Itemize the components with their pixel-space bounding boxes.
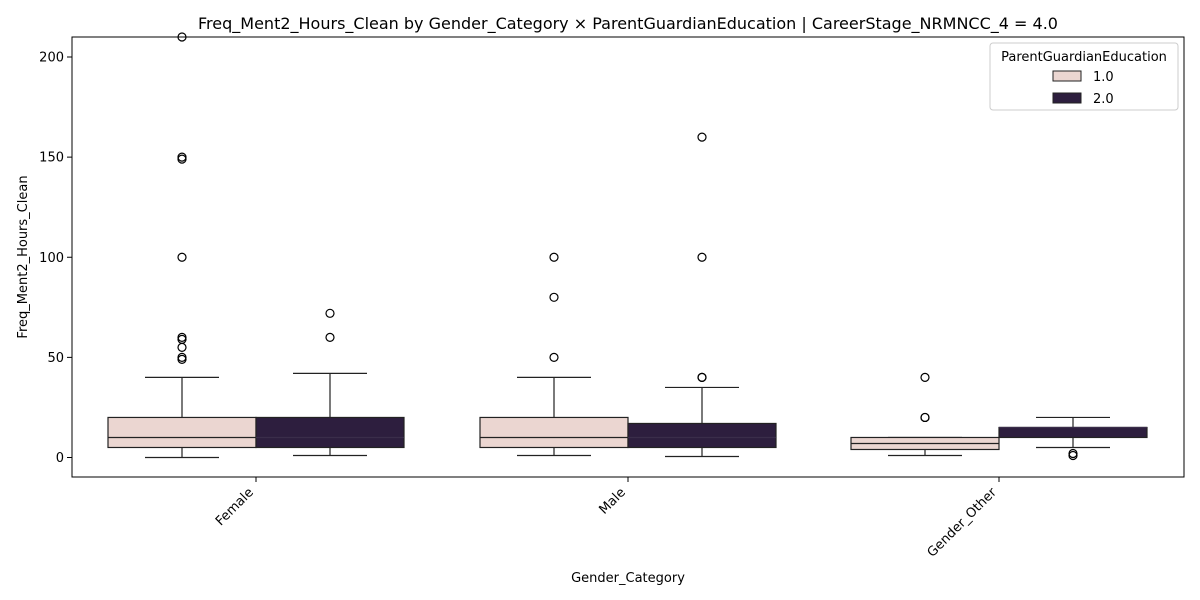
legend-swatch	[1052, 70, 1082, 82]
outlier-point	[177, 354, 187, 364]
outlier-point	[697, 132, 707, 142]
y-tick-label: 200	[39, 51, 64, 66]
legend: ParentGuardianEducation 1.0 2.0	[989, 42, 1179, 111]
outlier-point	[549, 252, 559, 262]
box-iqr	[627, 422, 777, 449]
y-tick-label: 150	[39, 151, 64, 166]
legend-title: ParentGuardianEducation	[1001, 50, 1167, 65]
outlier-point	[697, 252, 707, 262]
box-iqr	[107, 416, 257, 449]
x-axis: Female Male Gender_Other	[213, 477, 1000, 560]
x-axis-label: Gender_Category	[571, 571, 685, 586]
y-tick-label: 0	[56, 451, 64, 466]
legend-swatch	[1052, 92, 1082, 104]
box-iqr	[479, 416, 629, 449]
box-plots	[107, 32, 1148, 461]
legend-entry-label: 1.0	[1093, 70, 1114, 85]
outlier-point	[920, 372, 930, 382]
y-tick-label: 50	[47, 351, 64, 366]
box-plot	[998, 416, 1148, 461]
x-tick-label: Female	[213, 485, 257, 529]
outlier-point	[325, 308, 335, 318]
chart-title: Freq_Ment2_Hours_Clean by Gender_Categor…	[198, 14, 1058, 34]
y-axis: 0 50 100 150 200	[39, 51, 72, 466]
outlier-point	[697, 372, 707, 382]
outlier-point	[920, 412, 930, 423]
outlier-point	[177, 252, 187, 262]
legend-entry-label: 2.0	[1093, 92, 1114, 107]
x-tick-label: Gender_Other	[925, 485, 1001, 561]
outlier-point	[177, 154, 187, 164]
box-plot	[255, 308, 405, 457]
outlier-point	[325, 332, 335, 342]
y-axis-label: Freq_Ment2_Hours_Clean	[16, 175, 31, 338]
outlier-point	[1068, 450, 1078, 461]
outlier-point	[177, 342, 187, 352]
x-tick-label: Male	[596, 485, 628, 517]
legend-frame	[989, 42, 1179, 111]
outlier-point	[549, 292, 559, 302]
box-plot	[107, 32, 257, 459]
box-plot	[627, 132, 777, 458]
box-plot	[479, 252, 629, 457]
y-tick-label: 100	[39, 251, 64, 266]
box-iqr	[998, 426, 1148, 439]
outlier-point	[177, 32, 187, 42]
box-plot	[850, 372, 1000, 457]
outlier-point	[549, 352, 559, 362]
box-iqr	[255, 416, 405, 449]
